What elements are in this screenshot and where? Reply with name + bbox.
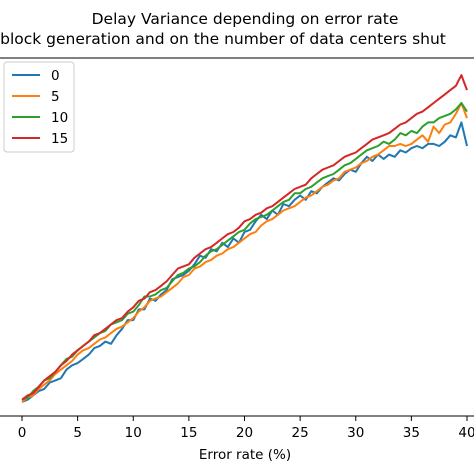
series-lines bbox=[21, 74, 468, 403]
x-tick-label: 15 bbox=[180, 425, 197, 441]
chart-subtitle: block generation and on the number of da… bbox=[0, 30, 446, 48]
legend-frame bbox=[3, 61, 75, 153]
legend-label-15: 15 bbox=[51, 131, 68, 147]
x-tick-label: 40 bbox=[458, 425, 474, 441]
legend-label-0: 0 bbox=[51, 68, 60, 84]
x-axis-ticks: 0 5 10 15 20 25 30 35 40 bbox=[18, 416, 474, 441]
legend-label-5: 5 bbox=[51, 89, 60, 105]
legend-label-10: 10 bbox=[51, 110, 68, 126]
plot-area bbox=[0, 58, 474, 416]
series-line-0 bbox=[21, 121, 468, 403]
x-tick-label: 0 bbox=[18, 425, 27, 441]
series-line-10 bbox=[21, 102, 468, 401]
legend: 0 5 10 15 bbox=[3, 61, 75, 153]
x-tick-label: 30 bbox=[347, 425, 364, 441]
x-tick-label: 10 bbox=[125, 425, 142, 441]
x-tick-label: 25 bbox=[292, 425, 309, 441]
x-tick-label: 5 bbox=[73, 425, 82, 441]
series-line-5 bbox=[21, 102, 468, 403]
series-line-15 bbox=[21, 74, 468, 401]
x-tick-label: 35 bbox=[403, 425, 420, 441]
x-tick-label: 20 bbox=[236, 425, 253, 441]
x-axis-label: Error rate (%) bbox=[198, 447, 292, 463]
chart-title: Delay Variance depending on error rate bbox=[91, 10, 399, 28]
